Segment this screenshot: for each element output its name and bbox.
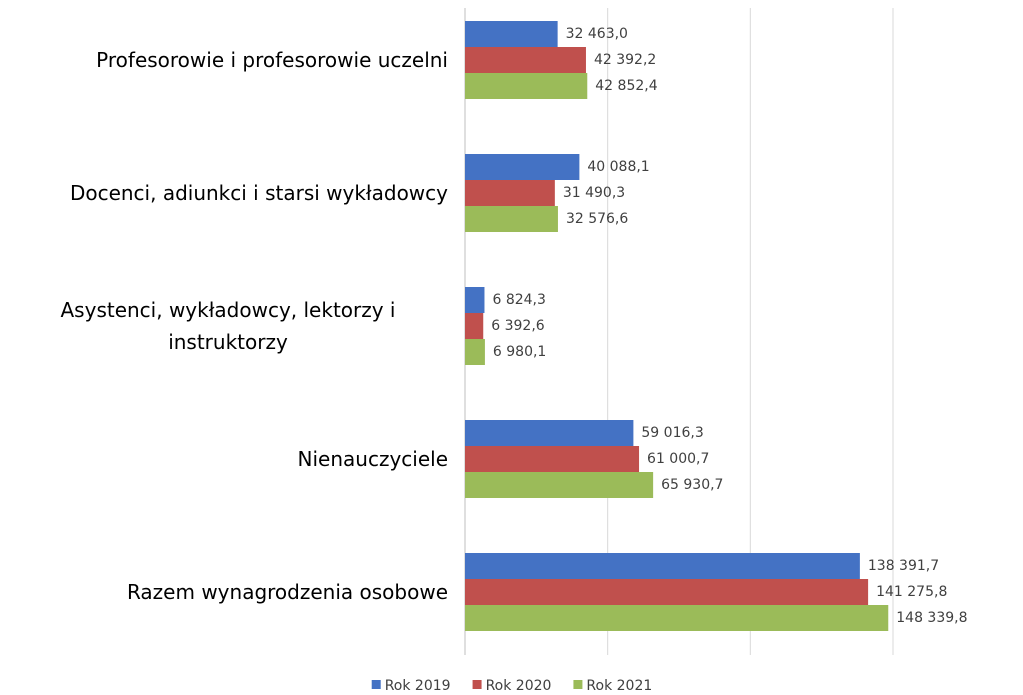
category-text: Docenci, adiunkci i starsi wykładowcy [69,181,448,205]
category-label: Nienauczyciele [0,443,448,475]
legend-swatch [371,680,381,689]
category-label: Profesorowie i profesorowie uczelni [0,44,448,76]
value-label: 59 016,3 [641,425,703,441]
value-label: 6 980,1 [493,344,546,360]
value-label: 6 392,6 [491,318,545,334]
category-label: Asystenci, wykładowcy, lektorzy i instru… [0,294,448,358]
category-text: Razem wynagrodzenia osobowe [126,580,448,604]
bar [465,605,889,631]
bar [465,313,484,339]
legend-label: Rok 2019 [385,678,451,694]
value-label: 65 930,7 [661,477,723,493]
value-label: 42 852,4 [595,78,657,94]
category-text: Asystenci, wykładowcy, lektorzy i instru… [60,298,396,354]
legend-swatch [573,680,583,689]
bar [465,21,558,47]
category-text: Nienauczyciele [297,447,448,471]
value-label: 31 490,3 [563,185,625,201]
bar [465,472,654,498]
value-label: 42 392,2 [594,52,656,68]
legend-swatch [472,680,482,689]
category-label: Docenci, adiunkci i starsi wykładowcy [0,177,448,209]
value-label: 61 000,7 [647,451,709,467]
category-label: Razem wynagrodzenia osobowe [0,576,448,608]
bar [465,73,588,99]
bar [465,579,869,605]
bar [465,47,586,73]
value-label: 40 088,1 [587,159,649,175]
bar [465,154,580,180]
bar [465,287,485,313]
category-text: Profesorowie i profesorowie uczelni [96,48,448,72]
bar [465,180,555,206]
value-label: 138 391,7 [868,558,939,574]
bar [465,446,640,472]
legend-label: Rok 2020 [486,678,552,694]
bar [465,339,485,365]
legend-label: Rok 2021 [586,678,652,694]
value-label: 32 463,0 [566,26,628,42]
bar [465,553,860,579]
value-label: 32 576,6 [566,211,628,227]
value-label: 148 339,8 [896,610,967,626]
bar [465,206,558,232]
bar [465,420,634,446]
value-label: 141 275,8 [876,584,947,600]
value-label: 6 824,3 [492,292,545,308]
